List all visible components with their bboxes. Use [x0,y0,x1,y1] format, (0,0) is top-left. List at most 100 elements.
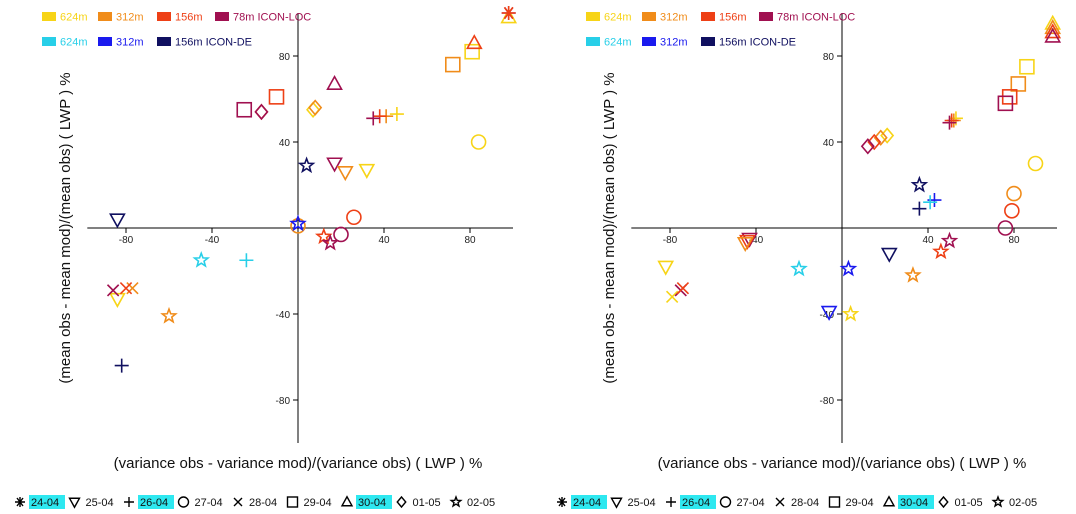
legend-date-label: 29-04 [846,497,874,509]
data-point [1044,14,1062,30]
legend-swatch [98,12,112,21]
data-point [873,129,888,146]
legend-date-label: 01-05 [955,497,983,509]
legend-marker [177,496,190,508]
data-point [366,111,381,126]
legend-marker [340,495,354,507]
legend-label: 156m ICON-DE [175,37,252,49]
legend-date-label: 29-04 [304,497,332,509]
data-point [346,209,362,226]
data-point [501,6,516,20]
data-point [114,358,129,373]
legend-marker [719,496,732,508]
data-point [314,227,333,245]
legend-label: 156m ICON-DE [719,37,796,49]
y-tick-label: -40 [276,310,291,321]
legend-marker [124,497,134,507]
data-point [923,195,938,210]
data-point [326,74,343,90]
data-point [333,226,349,243]
legend-highlight [898,495,934,509]
legend-highlight [571,495,607,509]
data-point [268,89,285,105]
data-point [254,103,269,121]
date-legend-1: 24-04 25-04 26-04 27-04 28-04 29-04 30-04 01-05… [15,494,495,509]
legend-marker [15,497,25,507]
data-point [1006,185,1022,202]
data-point [860,138,875,155]
data-point [739,234,756,250]
data-point [676,282,690,295]
x-tick-label: 40 [378,235,390,246]
x-axis-label: (variance obs - variance mod)/(variance … [114,455,483,472]
legend-marker [68,497,81,509]
legend-date-label: 02-05 [1009,497,1037,509]
data-point [841,304,860,322]
y-tick-label: 40 [279,138,291,149]
y-axis-label: (mean obs - mean mod)/(mean obs) ( LWP )… [601,72,618,383]
legend-label: 78m ICON-LOC [777,12,855,24]
data-point [500,8,518,24]
legend-date-label: 27-04 [737,497,765,509]
y-tick-label: -80 [820,396,835,407]
data-point [880,247,898,263]
data-point [321,233,340,251]
data-point [358,163,376,179]
legend-date-label: 26-04 [682,497,710,509]
data-point [1044,27,1062,43]
legend-date-label: 24-04 [31,497,59,509]
data-point [236,101,253,118]
data-point [109,213,126,229]
legend-date-label: 30-04 [900,497,928,509]
data-point [1044,23,1062,39]
data-point [1044,19,1062,35]
y-tick-label: -80 [276,396,291,407]
legend-date-label: 27-04 [195,497,223,509]
legend-date-label: 28-04 [791,497,819,509]
data-point [741,232,758,248]
data-point [867,133,882,151]
data-point [910,175,929,193]
data-point [820,305,838,321]
data-point [444,56,461,73]
data-point [372,109,387,124]
data-point [1010,76,1027,92]
data-point [336,166,354,182]
data-point [239,253,254,268]
legend-date-label: 30-04 [358,497,386,509]
data-point [306,101,321,118]
data-point [790,259,808,277]
legend-date-label: 25-04 [86,497,114,509]
x-tick-label: -40 [749,235,764,246]
data-point [465,34,483,50]
x-tick-label: 40 [922,235,934,246]
data-point [944,113,959,128]
y-tick-label: 80 [823,52,835,63]
legend-marker [557,497,567,507]
y-tick-label: 40 [823,138,835,149]
legend-marker [396,495,407,509]
legend-label: 624m [604,12,632,24]
data-point [289,214,307,232]
legend-date-label: 24-04 [573,497,601,509]
data-point [736,237,754,253]
data-point [942,115,957,130]
data-point [464,43,480,60]
data-point [326,157,343,173]
legend-swatch [586,12,600,21]
legend-swatch [215,12,229,21]
date-legend-2: 24-04 25-04 26-04 27-04 28-04 29-04 30-04 01-05… [557,494,1037,509]
data-point [880,127,895,144]
legend-label: 156m [719,12,747,24]
legend-marker [991,494,1005,508]
legend-highlight [356,495,392,509]
legend-swatch [157,37,171,46]
model-legend-2: 624m 312m 156m 78m ICON-LOC 624m 312m 156m ICO… [586,12,855,49]
x-tick-label: 80 [1008,235,1020,246]
legend-date-label: 01-05 [413,497,441,509]
legend-date-label: 28-04 [249,497,277,509]
y-tick-label: 80 [279,52,291,63]
data-point [904,266,922,283]
